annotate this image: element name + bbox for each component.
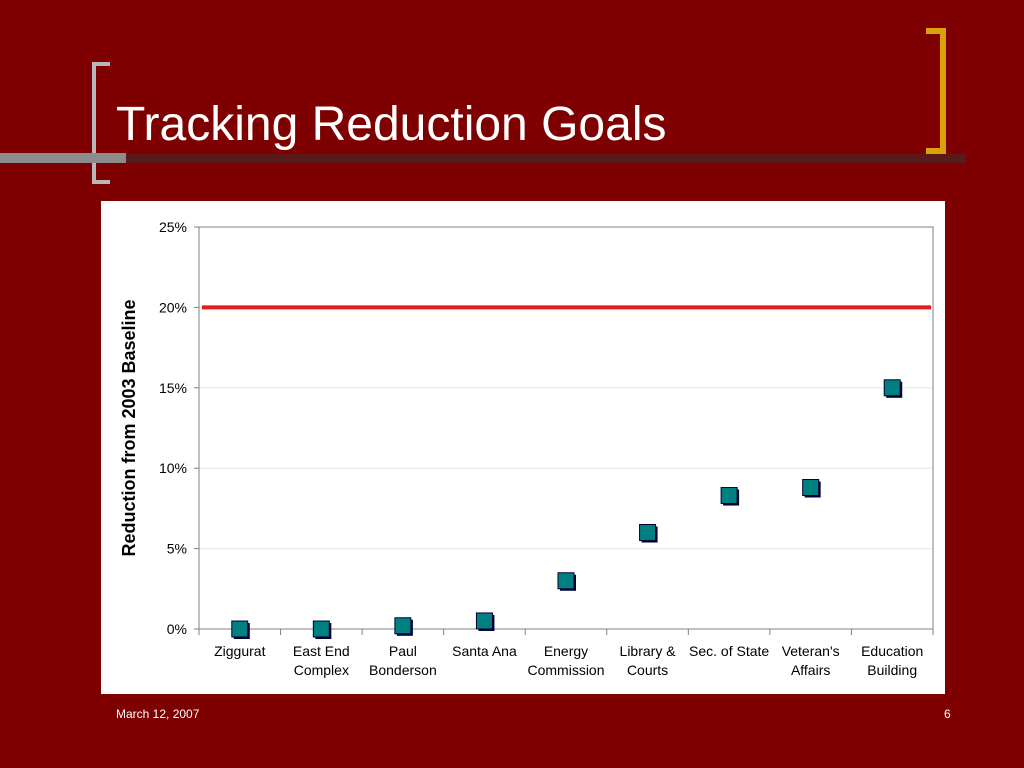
data-point [639,524,657,542]
chart-panel: 0% 5% 10% 15% 20% 25% Ziggurat East End Complex P… [101,201,945,694]
data-point [883,379,901,397]
y-axis-label: Reduction from 2003 Baseline [119,299,139,556]
data-point [475,612,493,630]
data-point [312,620,330,638]
x-tick-label: Paul Bonderson [369,643,437,678]
y-tick-label: 10% [159,460,187,476]
y-tick-label: 15% [159,380,187,396]
data-point [802,478,820,496]
x-tick-label: Sec. of State [689,643,769,659]
title-underline-dark [126,154,966,163]
x-tick-label: Veteran's Affairs [782,643,840,678]
right-bracket-decoration [926,28,946,154]
page-number: 6 [944,707,951,721]
x-tick-label: East End Complex [293,643,350,678]
left-bracket-decoration [92,62,110,184]
title-underline-gray [0,153,126,163]
data-point [394,617,412,635]
x-tick-label: Santa Ana [452,643,517,659]
x-tick-label: Library & Courts [620,643,677,678]
data-point [231,620,249,638]
x-tick-label: Energy Commission [527,643,604,678]
y-tick-label: 0% [167,621,187,637]
y-tick-label: 5% [167,541,187,557]
y-tick-label: 25% [159,219,187,235]
data-point [557,572,575,590]
x-tick-label: Ziggurat [214,643,265,659]
footer-date: March 12, 2007 [116,707,200,721]
x-tick-label: Education Building [861,643,923,678]
plot-area-frame [198,226,934,630]
data-point [720,487,738,505]
slide-title: Tracking Reduction Goals [116,98,667,151]
reduction-scatter-chart: 0% 5% 10% 15% 20% 25% Ziggurat East End Complex P… [119,219,934,678]
y-tick-label: 20% [159,299,187,315]
